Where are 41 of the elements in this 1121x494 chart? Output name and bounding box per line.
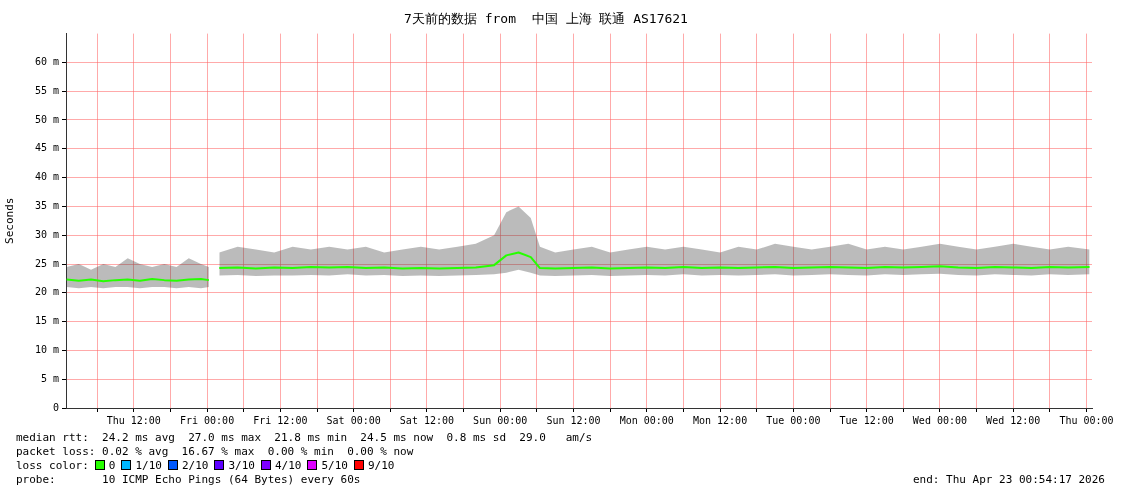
y-tick-label: 45 m bbox=[34, 142, 59, 154]
x-tick-label: Mon 00:00 bbox=[619, 414, 674, 426]
y-tick-label: 60 m bbox=[34, 55, 59, 67]
y-tick-label: 55 m bbox=[34, 84, 59, 96]
y-tick-label: 0 bbox=[52, 401, 59, 413]
text: median rtt: 24.2 ms avg 27.0 ms max 21.8 ms min 24.5 ms now 0.8 ms sd 29.0 am/s bbox=[16, 431, 594, 445]
y-tick-label: 50 m bbox=[34, 113, 59, 125]
text: end: Thu Apr 23 00:54:17 2026 bbox=[912, 473, 1105, 487]
x-tick-label: Sat 12:00 bbox=[399, 414, 455, 426]
text: probe: 10 ICMP Echo Pings (64 Bytes) every 60s bbox=[16, 473, 361, 486]
x-tick-label: Thu 12:00 bbox=[106, 414, 161, 426]
x-tick-label: Mon 12:00 bbox=[692, 414, 748, 426]
y-tick-label: 10 m bbox=[34, 343, 59, 355]
legend-label: 2/10 bbox=[181, 459, 209, 472]
x-tick-label: Sun 00:00 bbox=[473, 414, 528, 426]
y-tick-label: 30 m bbox=[34, 228, 59, 240]
x-tick-label: Thu 00:00 bbox=[1059, 414, 1114, 426]
legend-label: 5/10 bbox=[321, 459, 348, 472]
x-tick-label: Sat 00:00 bbox=[326, 414, 381, 426]
legend-label: 9/10 bbox=[367, 459, 395, 472]
legend-label: 4/10 bbox=[274, 459, 302, 472]
y-tick-label: 15 m bbox=[34, 315, 59, 327]
y-tick-label: 25 m bbox=[34, 257, 59, 269]
x-tick-label: Sun 12:00 bbox=[546, 414, 601, 426]
text: packet loss: 0.02 % avg 16.67 % max 0.00 % min 0.00 % now bbox=[16, 445, 415, 459]
legend-label: 3/10 bbox=[228, 459, 255, 472]
x-tick-label: Fri 12:00 bbox=[253, 414, 308, 426]
x-tick-label: Tue 00:00 bbox=[766, 414, 821, 426]
chart-title: 7天前的数据 from 中国 上海 联通 AS17621 bbox=[404, 11, 688, 27]
y-tick-label: 20 m bbox=[34, 286, 59, 298]
y-tick-label: 5 m bbox=[40, 372, 59, 384]
y-tick-label: 40 m bbox=[34, 171, 59, 183]
legend-label: 1/10 bbox=[135, 459, 162, 472]
legend-title: loss color: bbox=[16, 459, 89, 472]
y-tick-label: 35 m bbox=[34, 199, 59, 211]
x-tick-label: Wed 00:00 bbox=[912, 414, 968, 426]
y-axis-title: Seconds bbox=[3, 197, 17, 244]
x-tick-label: Fri 00:00 bbox=[179, 414, 235, 426]
legend-label: 0 bbox=[108, 459, 116, 472]
x-tick-label: Wed 12:00 bbox=[986, 414, 1041, 426]
x-tick-label: Tue 12:00 bbox=[839, 414, 894, 426]
